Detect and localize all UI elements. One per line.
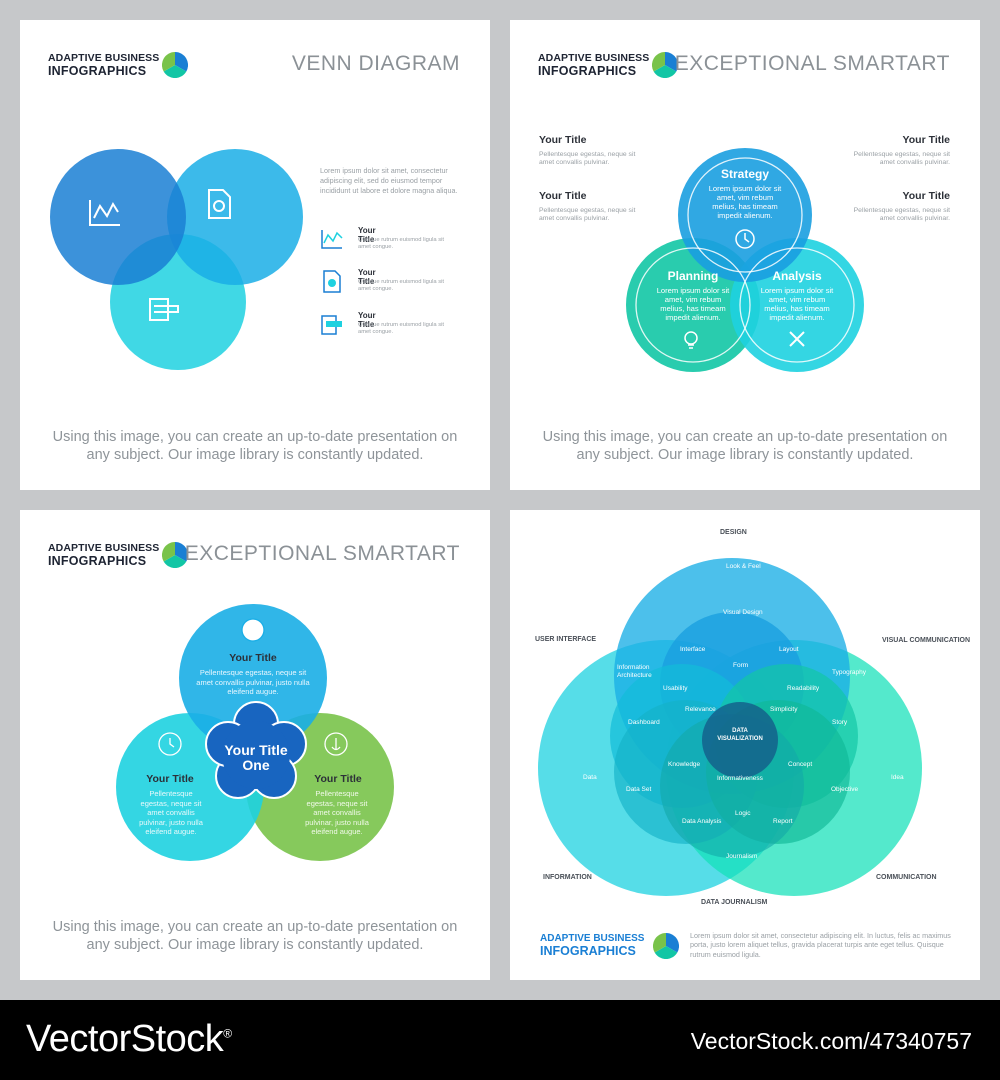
venn-diagram-panel: ADAPTIVE BUSINESS INFOGRAPHICS VENN DIAG…: [20, 20, 490, 490]
chart-icon: [89, 200, 120, 226]
panel-title: VENN DIAGRAM: [291, 52, 460, 75]
vectorstock-logo: VectorStock®: [26, 1018, 232, 1060]
document-pie-icon: [208, 189, 231, 219]
three-circle-venn: [50, 149, 303, 370]
smartart-cycle-diagram: [626, 148, 864, 372]
circle-text: Lorem ipsum dolor sit amet, vim rebum me…: [708, 184, 782, 220]
inner-label: Look & Feel: [726, 563, 761, 570]
inner-label: Visual Design: [723, 609, 763, 616]
brand-name: ADAPTIVE BUSINESS INFOGRAPHICS: [540, 933, 645, 958]
side-item-title: Your Title: [539, 134, 587, 146]
inner-label: Journalism: [726, 853, 758, 860]
document-pie-icon: [323, 270, 341, 293]
inner-label: Objective: [831, 786, 859, 793]
watermark-footer: VectorStock® VectorStock.com/47340757: [0, 1000, 1000, 1080]
strategy-circle: [678, 148, 812, 282]
inner-label: Layout: [779, 646, 799, 653]
inner-label: Concept: [788, 761, 813, 768]
tools-icon: [789, 331, 805, 347]
circle-text: Pellentesque egestas, neque sit amet con…: [196, 668, 310, 696]
panel-caption: Using this image, you can create an up-t…: [542, 429, 948, 463]
flower-venn-diagram: [116, 604, 394, 861]
side-item-title: Your Title: [539, 190, 587, 202]
data-visualization-venn-panel: DESIGN USER INTERFACE VISUAL COMMUNICATI…: [510, 510, 980, 980]
circle-title: Strategy: [720, 167, 770, 181]
panel1-body-text: Lorem ipsum dolor sit amet, consectetur …: [320, 166, 458, 195]
panel-title: EXCEPTIONAL SMARTART: [674, 52, 950, 75]
circle-text: Pellentesque egestas, neque sit amet con…: [139, 789, 203, 836]
outer-label: INFORMATION: [543, 874, 592, 881]
smartart-panel: ADAPTIVE BUSINESS INFOGRAPHICS EXCEPTION…: [510, 20, 980, 490]
inner-label: Simplicity: [770, 706, 798, 713]
inner-label: Informativeness: [717, 775, 763, 782]
smartart-flower-panel: ADAPTIVE BUSINESS INFOGRAPHICS EXCEPTION…: [20, 510, 490, 980]
clock-icon: [735, 229, 755, 249]
outer-label: USER INTERFACE: [535, 636, 597, 643]
outer-label: DESIGN: [720, 529, 747, 536]
venn-circle-left: [50, 149, 186, 285]
outer-label: COMMUNICATION: [876, 874, 937, 881]
puzzle-icon: [321, 315, 342, 335]
inner-label: Relevance: [685, 706, 716, 713]
inner-label: Dashboard: [628, 719, 660, 726]
lightbulb-icon: [684, 331, 698, 349]
outer-label: DATA JOURNALISM: [701, 899, 768, 906]
vectorstock-url: VectorStock.com/47340757: [690, 1028, 972, 1054]
inner-label: Story: [832, 719, 848, 726]
inner-label: Report: [773, 818, 793, 825]
circle-title: Planning: [667, 269, 719, 283]
venn-circle-right: [167, 149, 303, 285]
clock-icon: [158, 732, 182, 756]
outer-label: VISUAL COMMUNICATION: [882, 637, 971, 644]
panel-caption: Using this image, you can create an up-t…: [52, 429, 458, 463]
center-title: Your Title One: [224, 742, 288, 773]
inner-label: Readability: [787, 685, 820, 692]
chart-icon: [321, 230, 343, 249]
top-circle: [179, 604, 327, 752]
brand-logo-icon: [652, 52, 678, 78]
circle-text: Pellentesque egestas, neque sit amet con…: [305, 789, 369, 836]
panel4-footer-text: Lorem ipsum dolor sit amet, consectetur …: [690, 931, 951, 959]
inner-label: Data: [583, 774, 597, 781]
panel-caption: Using this image, you can create an up-t…: [52, 919, 458, 953]
inner-label: Data Analysis: [682, 818, 722, 825]
panel-title: EXCEPTIONAL SMARTART: [184, 542, 460, 565]
brand-logo-icon: [162, 542, 188, 568]
inner-label: Usability: [663, 685, 688, 692]
circle-title: Your Title: [314, 773, 362, 785]
circle-title: Analysis: [772, 269, 822, 283]
circle-text: Lorem ipsum dolor sit amet, vim rebum me…: [656, 286, 730, 322]
side-item-title: Your Title: [902, 190, 950, 202]
brand-logo-icon: [162, 52, 188, 78]
anchor-icon: [324, 732, 348, 756]
side-item-title: Your Title: [902, 134, 950, 146]
puzzle-icon: [149, 298, 179, 321]
data-visualization-venn: [538, 558, 922, 896]
inner-label: Idea: [891, 774, 904, 781]
inner-label: Knowledge: [668, 761, 701, 768]
center-label: DATA VISUALIZATION: [717, 728, 763, 742]
brand-name: ADAPTIVE BUSINESS INFOGRAPHICS: [48, 52, 160, 78]
side-item-text: Pellentesque egestas, neque sit amet con…: [539, 151, 636, 167]
inner-label: Logic: [735, 810, 751, 817]
lightbulb-icon: [241, 618, 265, 642]
circle-title: Your Title: [146, 773, 194, 785]
inner-label: Typography: [832, 669, 866, 676]
inner-label: Data Set: [626, 786, 652, 793]
brand-logo-icon: [653, 933, 679, 959]
circle-text: Lorem ipsum dolor sit amet, vim rebum me…: [760, 286, 834, 322]
inner-label: Form: [733, 662, 749, 669]
inner-label: Information Architecture: [617, 664, 652, 679]
brand-name: ADAPTIVE BUSINESS INFOGRAPHICS: [48, 542, 160, 568]
side-item-text: Pellentesque egestas, neque sit amet con…: [539, 207, 636, 223]
side-item-text: Pellentesque egestas, neque sit amet con…: [853, 151, 950, 167]
brand-name: ADAPTIVE BUSINESS INFOGRAPHICS: [538, 52, 650, 78]
center-circle: [702, 702, 778, 778]
circle-title: Your Title: [229, 652, 277, 664]
side-item-text: Pellentesque egestas, neque sit amet con…: [853, 207, 950, 223]
inner-label: Interface: [680, 646, 706, 653]
